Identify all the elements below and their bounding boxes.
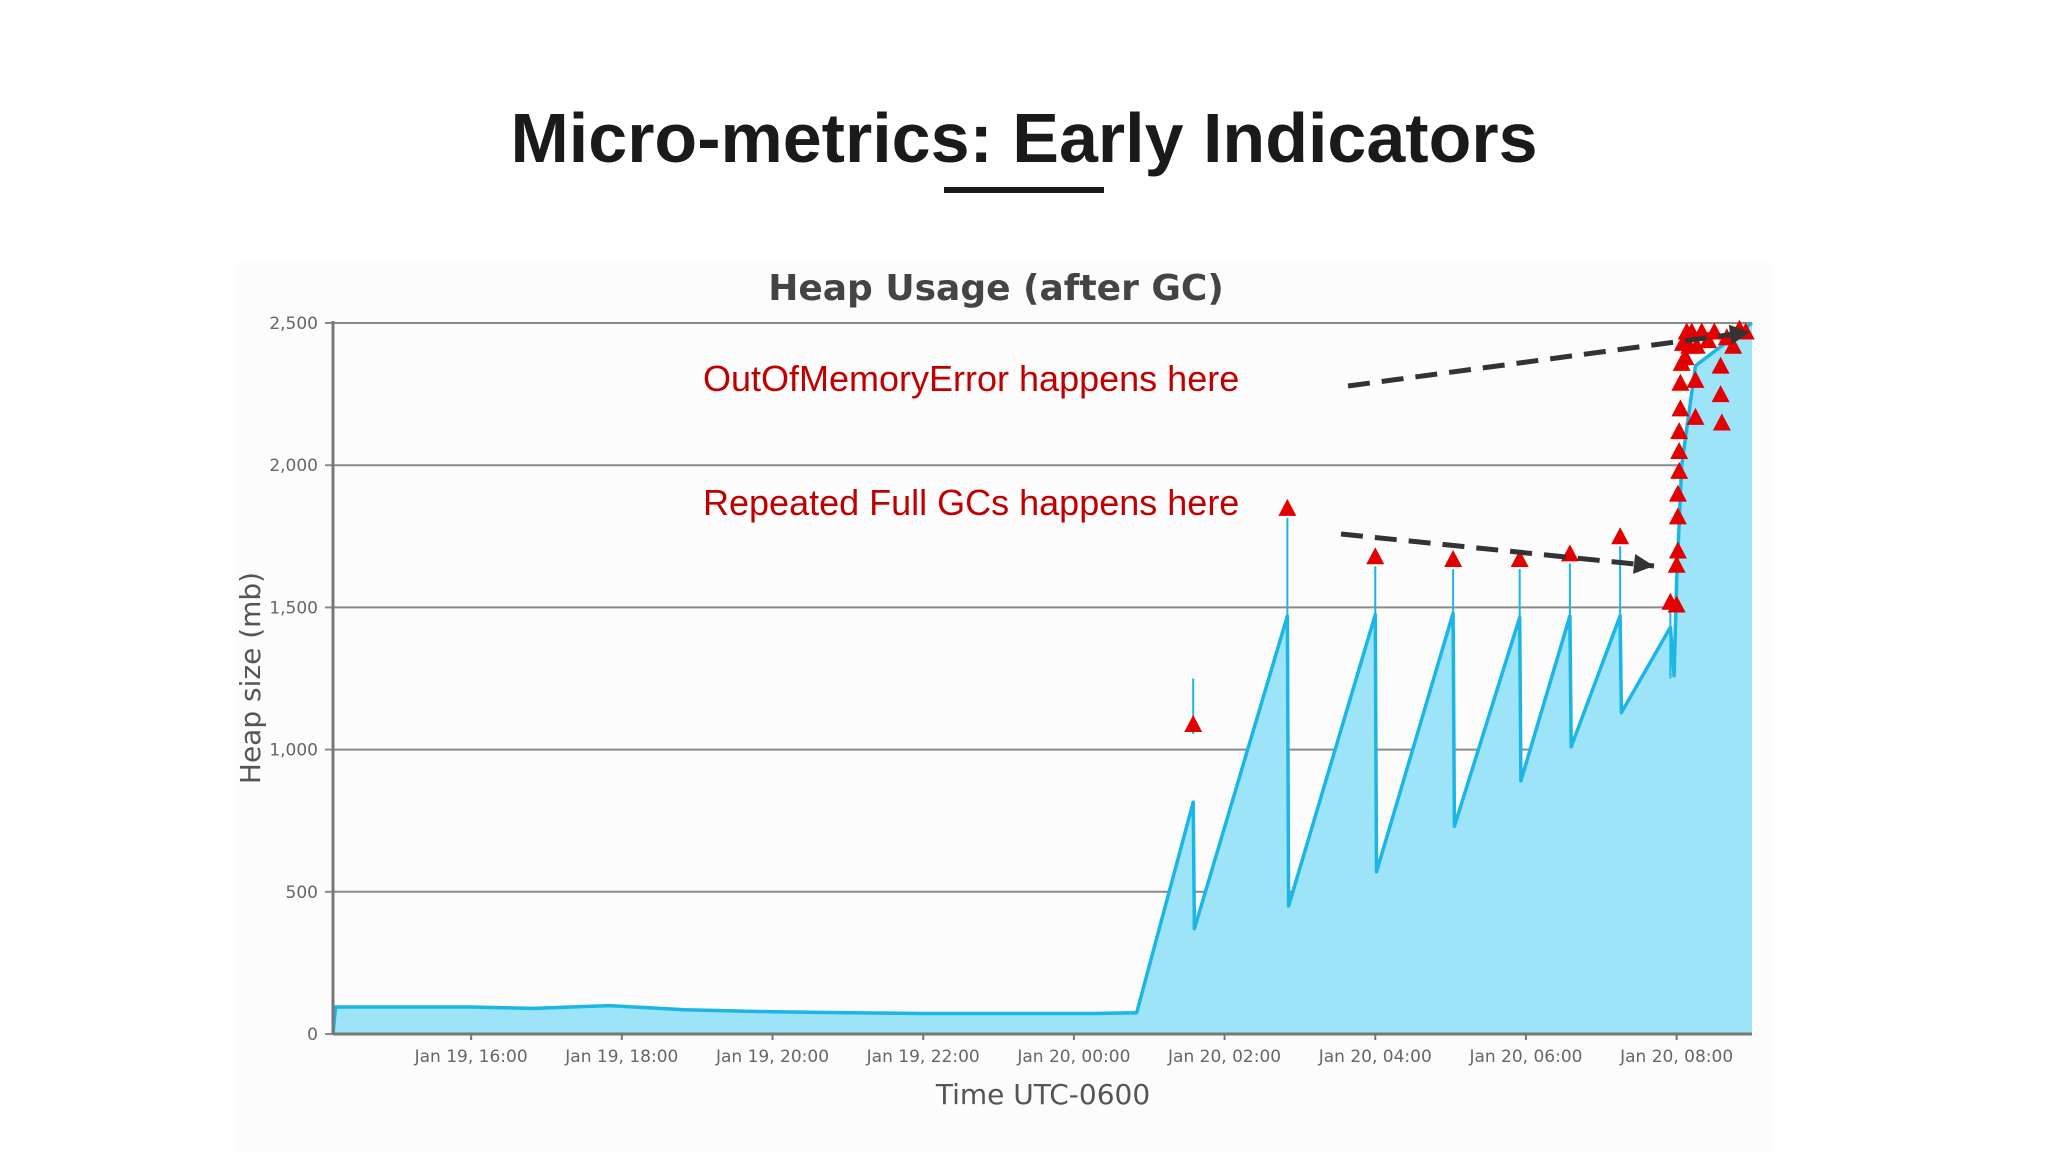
y-axis-label: Heap size (mb)	[236, 572, 267, 784]
y-tick-label: 2,500	[269, 314, 318, 334]
full-gc-marker	[1670, 422, 1689, 440]
full-gc-marker	[1668, 484, 1687, 502]
heap-area	[333, 323, 1752, 1034]
x-tick-label: Jan 19, 22:00	[866, 1047, 980, 1067]
full-gc-marker	[1667, 595, 1686, 613]
marker-layer	[1184, 319, 1755, 733]
full-gc-marker	[1712, 413, 1731, 431]
title-underline	[944, 187, 1104, 193]
x-tick-label: Jan 20, 00:00	[1016, 1047, 1130, 1067]
full-gc-marker	[1670, 461, 1689, 479]
heap-usage-chart: 0 500 1,000 1,500 2,000 2,500 Jan 19, 16:00 Jan…	[236, 268, 1755, 1111]
chart-panel: 0 500 1,000 1,500 2,000 2,500 Jan 19, 16:00 Jan…	[236, 262, 1772, 1152]
full-gc-marker	[1687, 336, 1706, 354]
full-gc-marker	[1686, 370, 1705, 388]
full-gc-marker	[1668, 507, 1687, 525]
full-gc-marker	[1444, 550, 1463, 568]
full-gc-marker	[1668, 541, 1687, 559]
x-tick-label: Jan 19, 20:00	[715, 1047, 829, 1067]
y-tick-label: 500	[286, 883, 318, 903]
y-tick-label: 2,000	[269, 456, 318, 476]
chart-title: Heap Usage (after GC)	[768, 268, 1224, 309]
full-gc-marker	[1711, 356, 1730, 374]
full-gc-arrow-head	[1633, 554, 1654, 574]
arrow-layer	[1340, 324, 1751, 574]
full-gc-marker	[1278, 498, 1297, 516]
area-layer	[331, 321, 1754, 1035]
full-gc-marker	[1510, 550, 1529, 568]
y-tick-label: 1,000	[269, 741, 318, 761]
full-gc-marker	[1366, 547, 1385, 565]
x-tick-label: Jan 20, 08:00	[1619, 1047, 1733, 1067]
x-tick-label: Jan 20, 04:00	[1318, 1047, 1432, 1067]
full-gc-marker	[1667, 555, 1686, 573]
x-tick-label: Jan 19, 18:00	[564, 1047, 678, 1067]
full-gc-marker	[1686, 407, 1705, 425]
slide-title: Micro-metrics: Early Indicators	[510, 99, 1538, 177]
x-tick-label: Jan 20, 06:00	[1468, 1047, 1582, 1067]
heap-line	[331, 321, 1754, 1035]
y-tick-label: 0	[307, 1025, 318, 1045]
full-gc-marker	[1671, 373, 1690, 391]
full-gc-marker	[1671, 399, 1690, 417]
full-gc-marker	[1611, 527, 1630, 545]
full-gc-arrow	[1340, 531, 1655, 569]
axis-layer: 0 500 1,000 1,500 2,000 2,500 Jan 19, 16:00 Jan…	[269, 314, 1752, 1067]
full-gc-marker	[1699, 331, 1718, 349]
full-gc-marker	[1724, 336, 1743, 354]
full-gc-marker	[1711, 385, 1730, 403]
x-axis-label: Time UTC-0600	[935, 1078, 1150, 1111]
full-gc-marker	[1676, 348, 1695, 366]
full-gc-annotation: Repeated Full GCs happens here	[703, 482, 1240, 523]
full-gc-marker	[1670, 441, 1689, 459]
x-tick-label: Jan 19, 16:00	[414, 1047, 528, 1067]
x-tick-label: Jan 20, 02:00	[1167, 1047, 1281, 1067]
oom-arrow-head	[1728, 324, 1750, 345]
oom-annotation: OutOfMemoryError happens here	[703, 358, 1240, 399]
y-tick-label: 1,500	[269, 598, 318, 618]
full-gc-marker	[1184, 715, 1203, 733]
